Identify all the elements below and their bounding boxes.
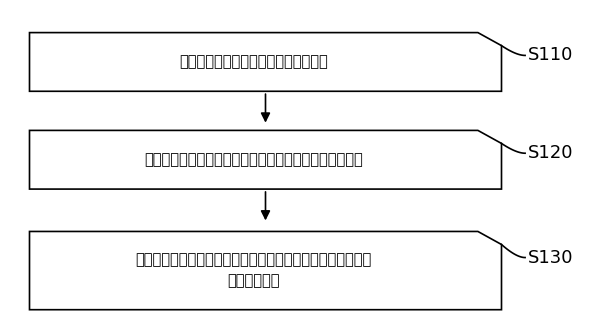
Polygon shape <box>30 130 501 189</box>
Text: S120: S120 <box>528 144 573 162</box>
Text: S110: S110 <box>528 46 573 65</box>
Text: 在所述异常事件的发生次数大于第一预设阈值的情况下，发送
故障提示信息: 在所述异常事件的发生次数大于第一预设阈值的情况下，发送 故障提示信息 <box>136 253 372 289</box>
Text: 获取驶离停车场的目标车辆的缴费状态: 获取驶离停车场的目标车辆的缴费状态 <box>179 54 328 69</box>
Text: S130: S130 <box>528 248 573 267</box>
Polygon shape <box>30 231 501 310</box>
Text: 在所述缴费状态为未缴费状态的情况下，记录为异常事件: 在所述缴费状态为未缴费状态的情况下，记录为异常事件 <box>145 152 363 167</box>
Polygon shape <box>30 33 501 91</box>
